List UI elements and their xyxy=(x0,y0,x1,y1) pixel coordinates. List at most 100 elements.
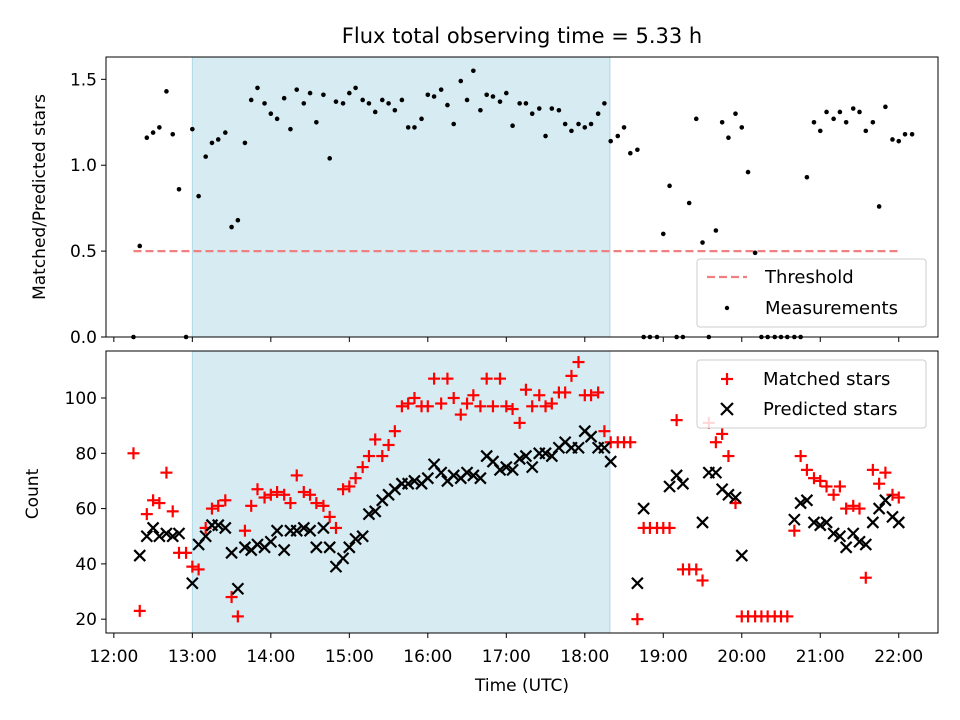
predicted-point-stroke xyxy=(892,516,906,529)
predicted-point xyxy=(172,527,186,540)
measurement-point xyxy=(831,116,836,122)
predicted-point xyxy=(800,494,814,507)
predicted-point-stroke xyxy=(133,549,147,562)
measurement-point xyxy=(719,119,725,125)
x-tick-label: 22:00 xyxy=(874,647,923,667)
predicted-point xyxy=(631,576,644,590)
matched-point xyxy=(441,372,454,385)
matched-point xyxy=(565,369,578,382)
predicted-point xyxy=(231,582,245,596)
y-tick-label: 60 xyxy=(75,500,97,520)
predicted-point xyxy=(474,471,487,485)
predicted-point xyxy=(539,447,552,460)
matched-point xyxy=(533,389,546,402)
measurement-point xyxy=(399,97,405,103)
matched-point xyxy=(794,450,807,463)
matched-point xyxy=(670,414,683,427)
top-panel: 0.0 0.5 1.0 1.5 Flux total observing time =… xyxy=(30,24,939,348)
measurement-point xyxy=(223,130,228,135)
measurement-point xyxy=(902,132,908,137)
x-tick-label: 16:00 xyxy=(403,647,452,667)
measurement-point xyxy=(843,119,849,125)
predicted-point-stroke xyxy=(297,521,311,535)
measurement-point xyxy=(405,125,411,130)
matched-point xyxy=(219,494,232,507)
predicted-point-stroke xyxy=(160,527,173,540)
matched-point xyxy=(212,499,225,512)
measurement-point xyxy=(693,116,699,122)
measurement-point xyxy=(876,204,882,209)
measurement-point xyxy=(824,109,829,115)
matched-point xyxy=(337,483,350,496)
predicted-point xyxy=(343,541,356,554)
matched-point xyxy=(722,450,735,463)
predicted-point-stroke xyxy=(401,477,415,490)
measurement-point xyxy=(909,132,915,137)
matched-point xyxy=(716,427,729,440)
matched-point xyxy=(690,563,703,576)
predicted-point xyxy=(277,543,291,557)
measurement-point xyxy=(347,90,352,96)
measurement-point xyxy=(817,128,823,134)
predicted-point-stroke xyxy=(539,447,552,460)
predicted-point xyxy=(153,529,166,543)
predicted-point-stroke xyxy=(219,521,232,535)
predicted-point-stroke xyxy=(264,535,278,549)
matched-point xyxy=(592,386,605,399)
measurement-point xyxy=(896,138,902,144)
predicted-point-stroke xyxy=(598,441,611,455)
matched-point xyxy=(251,483,264,496)
measurement-point xyxy=(745,169,751,175)
predicted-point-stroke xyxy=(211,518,225,532)
predicted-point-stroke xyxy=(323,541,336,554)
matched-point xyxy=(539,400,552,413)
predicted-point-stroke xyxy=(356,529,369,543)
matched-point xyxy=(376,450,389,463)
predicted-point xyxy=(572,441,585,455)
predicted-point xyxy=(186,576,199,590)
predicted-point-stroke xyxy=(696,516,709,529)
matched-point xyxy=(402,397,415,410)
predicted-point xyxy=(160,527,173,540)
measurement-point xyxy=(569,128,574,134)
matched-point xyxy=(271,486,284,498)
predicted-point xyxy=(788,513,801,526)
matched-legend-label: Matched stars xyxy=(763,369,890,390)
measurement-point xyxy=(366,101,372,106)
measurement-point xyxy=(733,111,738,116)
x-tick-label: 17:00 xyxy=(482,647,531,667)
top-legend-box xyxy=(696,258,927,328)
predicted-point-stroke xyxy=(231,582,245,596)
measurement-point xyxy=(451,121,457,127)
matched-point xyxy=(526,400,539,413)
predicted-point-stroke xyxy=(172,527,186,540)
measurement-point xyxy=(490,94,496,99)
threshold-legend-label: Threshold xyxy=(764,267,854,288)
predicted-point-stroke xyxy=(251,538,264,551)
measurement-point xyxy=(837,109,843,115)
predicted-point-stroke xyxy=(833,529,847,543)
measurement-point xyxy=(392,107,398,113)
measurement-point xyxy=(274,116,280,122)
predicted-point xyxy=(525,460,539,474)
predicted-point xyxy=(859,538,873,551)
measurement-point xyxy=(294,87,300,92)
matched-point xyxy=(559,386,572,399)
predicted-point xyxy=(460,466,474,479)
top-y-axis-label: Matched/Predicted stars xyxy=(30,94,50,300)
predicted-point xyxy=(270,524,284,537)
predicted-point xyxy=(356,529,369,543)
predicted-point xyxy=(663,480,676,493)
matched-point xyxy=(362,450,375,463)
measurement-point xyxy=(621,125,627,130)
predicted-legend-swatch xyxy=(720,402,734,416)
bottom-legend: Matched stars Predicted stars xyxy=(696,359,927,429)
predicted-point-stroke xyxy=(486,455,500,468)
measurement-point xyxy=(301,101,307,106)
predicted-point xyxy=(872,502,886,515)
predicted-point-stroke xyxy=(290,524,304,537)
measurement-point xyxy=(157,125,162,130)
predicted-point-stroke xyxy=(434,466,448,479)
matched-point xyxy=(408,392,421,404)
matched-point xyxy=(388,425,401,438)
